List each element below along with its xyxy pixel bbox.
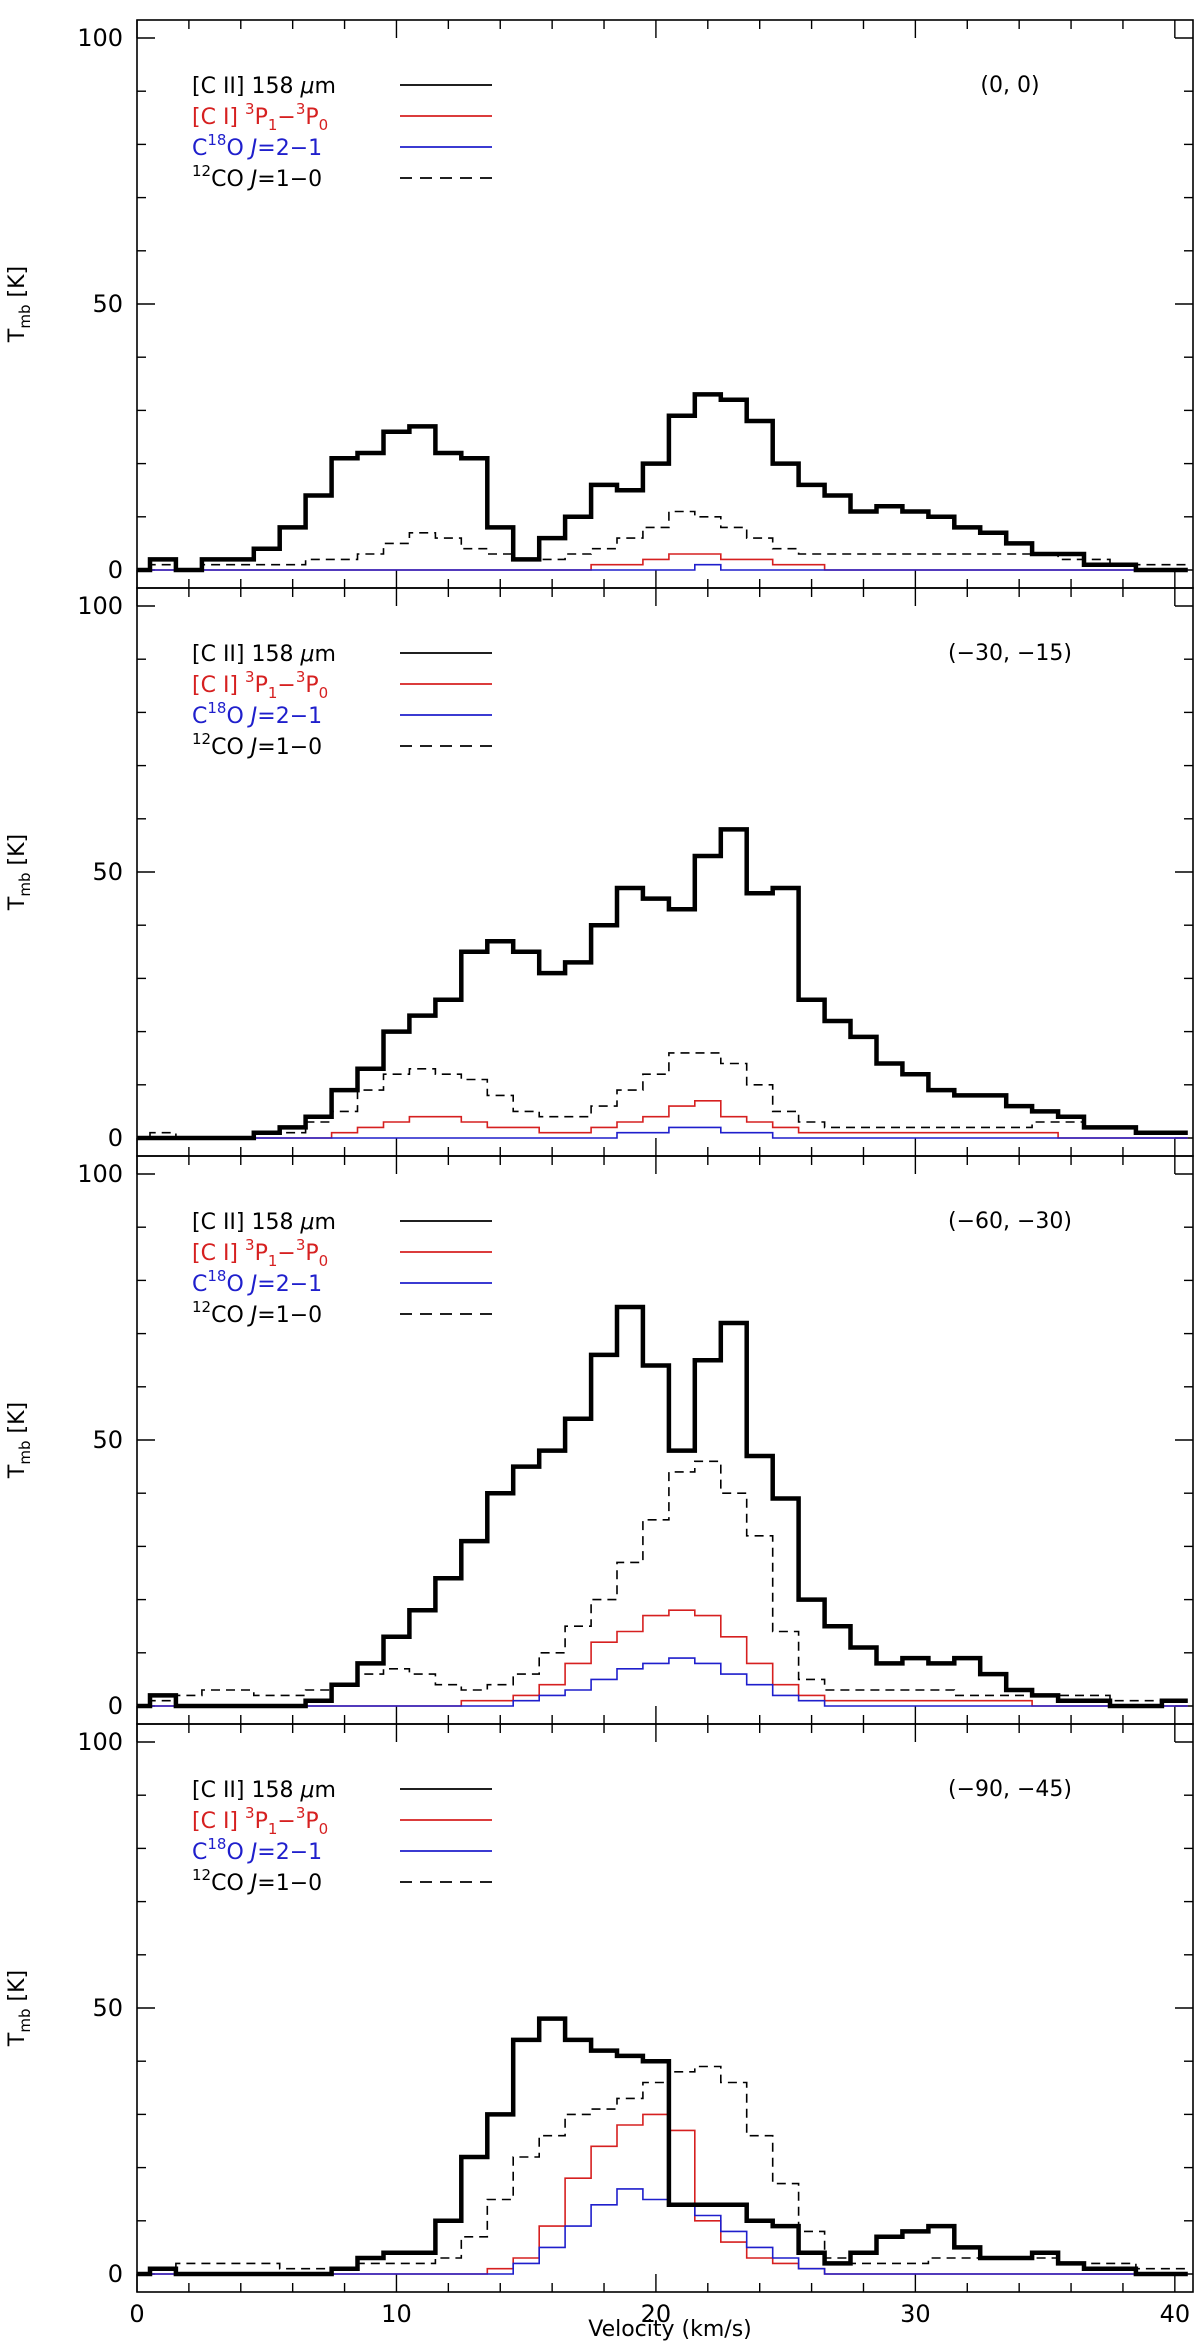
series-line [137,2065,1188,2275]
y-axis-title: Tmb [K] [5,266,34,343]
legend-entry: C18O J=2−1 [192,1267,492,1297]
panel-3: 0 50 100 Tmb [K] (−60, −30) [C II] 158 μm[C I… [5,1155,1194,1725]
legend-label: 12CO J=1−0 [192,1298,322,1328]
y-tick-label: 0 [108,2260,123,2288]
panel-2: 0 50 100 Tmb [K] (−30, −15) [C II] 158 μm[C I… [5,587,1194,1157]
legend-entry: C18O J=2−1 [192,1835,492,1865]
position-label: (−60, −30) [948,1209,1072,1234]
legend-entry: [C I] 3P1−3P0 [192,668,492,702]
position-label: (−30, −15) [948,641,1072,666]
series-line [137,1657,1188,1707]
legend-label: [C II] 158 μm [192,1778,336,1803]
legend-entry: C18O J=2−1 [192,131,492,161]
panel-1: 0 50 100 Tmb [K] (0, 0) [C II] 158 μm[C I] 3P… [5,19,1194,589]
legend-label: [C II] 158 μm [192,642,336,667]
legend-label: 12CO J=1−0 [192,162,322,192]
series-line [137,2188,1188,2275]
series-line [137,827,1188,1141]
position-label: (−90, −45) [948,1777,1072,1802]
legend-entry: [C I] 3P1−3P0 [192,100,492,134]
series-line [137,392,1188,573]
x-tick-label: 0 [129,2300,144,2328]
legend-entry: [C I] 3P1−3P0 [192,1236,492,1270]
legend-label: [C II] 158 μm [192,1210,336,1235]
legend-entry: 12CO J=1−0 [192,1866,492,1896]
legend-entry: 12CO J=1−0 [192,730,492,760]
legend-entry: [C II] 158 μm [192,1210,492,1235]
y-tick-label: 50 [92,1994,123,2022]
y-tick-label: 50 [92,290,123,318]
legend-label: [C I] 3P1−3P0 [192,1236,328,1270]
series-line [137,1460,1188,1707]
y-axis-title: Tmb [K] [5,834,34,911]
series-line [137,2113,1188,2275]
x-axis-title: Velocity (km/s) [588,2317,752,2342]
position-label: (0, 0) [980,73,1039,98]
y-tick-label: 100 [77,24,123,52]
series-line [137,1100,1188,1139]
y-tick-label: 0 [108,556,123,584]
legend-label: [C II] 158 μm [192,74,336,99]
legend-entry: 12CO J=1−0 [192,1298,492,1328]
y-tick-label: 100 [77,1728,123,1756]
y-tick-label: 0 [108,1692,123,1720]
y-tick-label: 100 [77,1160,123,1188]
legend-label: C18O J=2−1 [192,131,322,161]
y-tick-label: 50 [92,858,123,886]
legend-entry: [C II] 158 μm [192,1778,492,1803]
legend-label: [C I] 3P1−3P0 [192,668,328,702]
legend-entry: C18O J=2−1 [192,699,492,729]
legend-label: [C I] 3P1−3P0 [192,1804,328,1838]
legend-label: C18O J=2−1 [192,1835,322,1865]
series-line [137,563,1188,571]
legend-entry: [C II] 158 μm [192,74,492,99]
series-line [137,1304,1188,1709]
x-tick-label: 10 [381,2300,412,2328]
series-line [137,1126,1188,1139]
legend-entry: [C II] 158 μm [192,642,492,667]
x-tick-label: 20 [641,2300,672,2328]
x-tick-label: 40 [1160,2300,1191,2328]
legend-label: C18O J=2−1 [192,1267,322,1297]
legend-label: 12CO J=1−0 [192,730,322,760]
legend-label: [C I] 3P1−3P0 [192,100,328,134]
y-axis-title: Tmb [K] [5,1970,34,2047]
y-tick-label: 50 [92,1426,123,1454]
y-axis-title: Tmb [K] [5,1402,34,1479]
legend-entry: [C I] 3P1−3P0 [192,1804,492,1838]
y-tick-label: 100 [77,592,123,620]
series-line [137,553,1188,571]
series-line [137,2016,1188,2277]
y-tick-label: 0 [108,1124,123,1152]
panel-4: 0 50 100 0 10 20 30 40 Tmb [K] (−90, −45) [C II] 1… [5,1723,1194,2328]
x-tick-label: 30 [900,2300,931,2328]
legend-label: C18O J=2−1 [192,699,322,729]
series-line [137,510,1188,571]
legend-entry: 12CO J=1−0 [192,162,492,192]
legend-label: 12CO J=1−0 [192,1866,322,1896]
